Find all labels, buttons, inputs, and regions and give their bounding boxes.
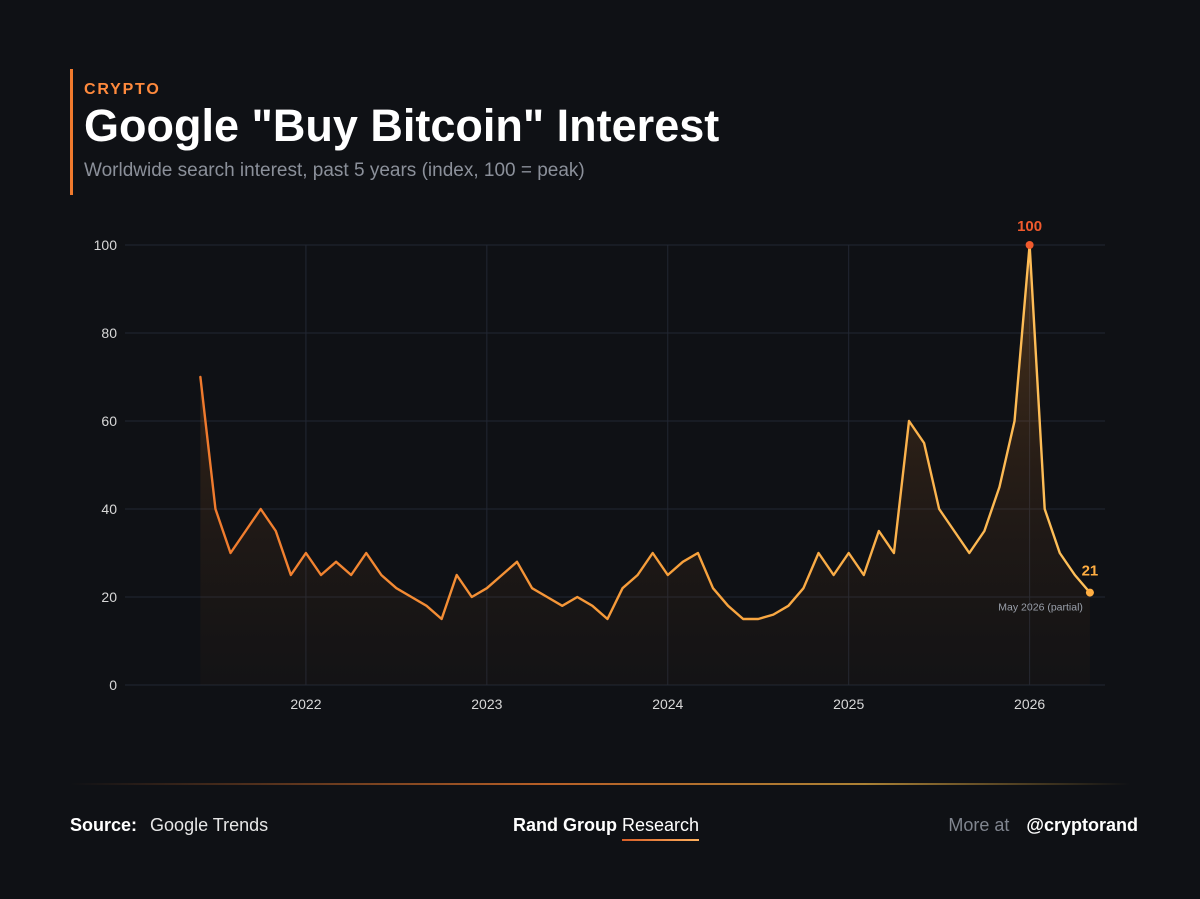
x-tick-label-2023: 2023: [471, 696, 502, 712]
last-value-label: 21: [1082, 563, 1099, 580]
brand-suffix: Research: [622, 815, 700, 841]
y-tick-label-0: 0: [109, 677, 117, 693]
x-tick-label-2022: 2022: [290, 696, 321, 712]
social-handle[interactable]: @cryptorand: [1026, 815, 1138, 835]
y-tick-label-100: 100: [94, 237, 118, 253]
brand-wordmark: Rand Group Research: [513, 815, 700, 841]
source-value: Google Trends: [150, 815, 269, 835]
source-label: Source:: [70, 815, 138, 835]
page-title: Google "Buy Bitcoin" Interest: [84, 100, 720, 151]
x-tick-label-2024: 2024: [652, 696, 683, 712]
page-subtitle: Worldwide search interest, past 5 years …: [84, 160, 585, 181]
series-area: [200, 245, 1090, 685]
peak-value-label: 100: [1017, 218, 1042, 235]
partial-month-note: May 2026 (partial): [998, 602, 1083, 614]
last-point: [1085, 588, 1094, 597]
y-tick-label-40: 40: [101, 501, 117, 517]
footer-handle: More at @cryptorand: [948, 815, 1138, 836]
footer-divider: [70, 783, 1130, 785]
category-kicker: CRYPTO: [84, 81, 161, 98]
series-line: [199, 243, 1092, 621]
x-tick-label-2025: 2025: [833, 696, 864, 712]
y-tick-label-60: 60: [101, 413, 117, 429]
more-at-label: More at: [948, 815, 1010, 835]
header-accent-bar: [70, 69, 73, 195]
y-tick-label-20: 20: [101, 589, 117, 605]
footer-source: Source: Google Trends: [70, 815, 268, 836]
x-tick-label-2026: 2026: [1014, 696, 1045, 712]
peak-point: [1025, 241, 1034, 249]
y-tick-label-80: 80: [101, 325, 117, 341]
brand-name: Rand Group: [513, 815, 617, 835]
